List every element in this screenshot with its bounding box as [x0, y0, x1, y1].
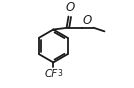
Text: CF: CF [45, 69, 58, 79]
Text: O: O [65, 1, 74, 14]
Text: O: O [83, 14, 92, 27]
Text: 3: 3 [58, 69, 63, 78]
